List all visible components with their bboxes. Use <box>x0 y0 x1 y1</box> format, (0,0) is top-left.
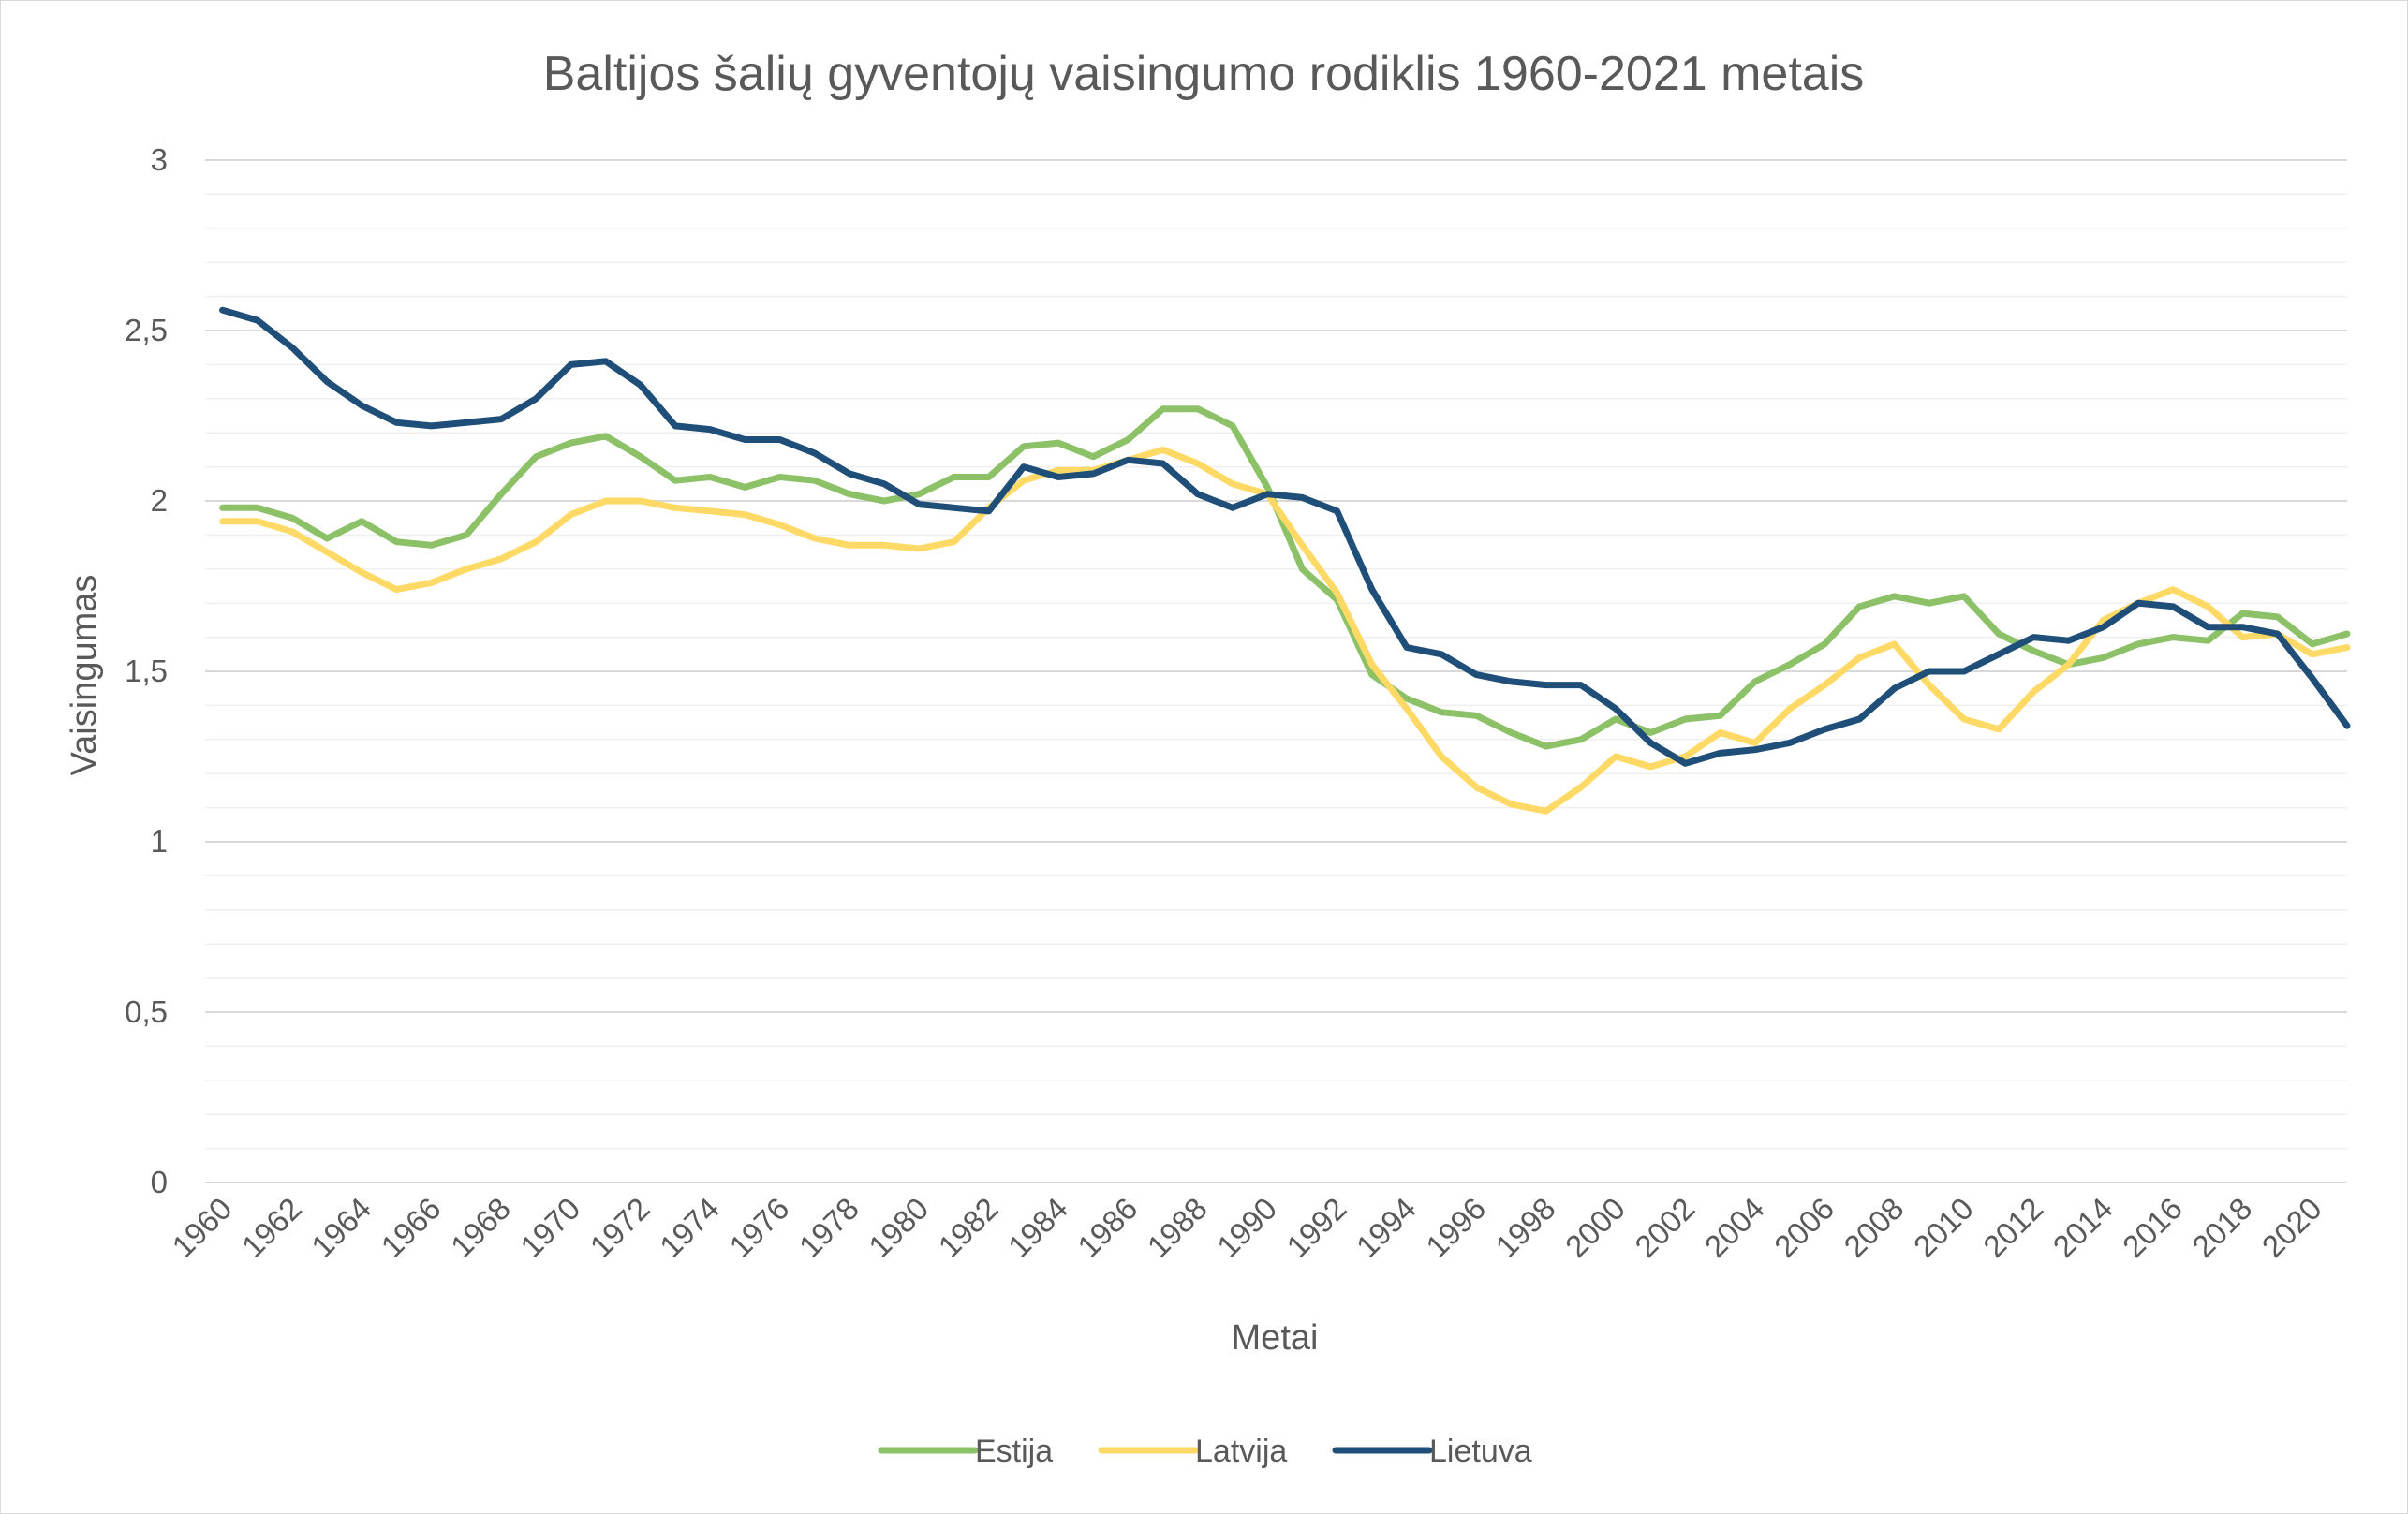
x-tick-label: 1962 <box>235 1191 308 1264</box>
x-tick-label: 1994 <box>1350 1191 1423 1264</box>
x-tick-label: 2002 <box>1628 1191 1701 1264</box>
x-tick-label: 2004 <box>1698 1191 1771 1264</box>
x-tick-label: 1964 <box>304 1191 377 1264</box>
y-tick-label: 0 <box>151 1165 168 1199</box>
x-tick-label: 1988 <box>1141 1191 1214 1264</box>
x-axis-title: Metai <box>1232 1318 1319 1358</box>
x-tick-label: 1968 <box>444 1191 517 1264</box>
y-tick-label: 1,5 <box>125 654 168 688</box>
x-tick-label: 1996 <box>1419 1191 1492 1264</box>
legend-label-lietuva: Lietuva <box>1429 1433 1532 1469</box>
y-axis-title: Vaisingumas <box>65 575 104 776</box>
x-tick-label: 1992 <box>1279 1191 1352 1264</box>
y-tick-label: 1 <box>151 824 168 859</box>
x-tick-label: 1998 <box>1489 1191 1562 1264</box>
x-tick-label: 2010 <box>1907 1191 1980 1264</box>
chart-title: Baltijos šalių gyventojų vaisingumo rodi… <box>543 47 1865 101</box>
x-tick-label: 2018 <box>2185 1191 2258 1264</box>
y-tick-label: 0,5 <box>125 994 168 1029</box>
x-axis-ticks: 1960196219641966196819701972197419761978… <box>165 1191 2327 1264</box>
x-tick-label: 2016 <box>2116 1191 2189 1264</box>
x-tick-label: 2006 <box>1767 1191 1840 1264</box>
x-tick-label: 1974 <box>653 1191 726 1264</box>
legend-label-estija: Estija <box>975 1433 1053 1469</box>
x-tick-label: 1978 <box>792 1191 865 1264</box>
legend: Estija Latvija Lietuva <box>878 1433 1532 1469</box>
y-tick-label: 3 <box>151 142 168 177</box>
x-tick-label: 1966 <box>375 1191 448 1264</box>
x-tick-label: 2008 <box>1837 1191 1910 1264</box>
series-lines <box>219 306 2351 815</box>
series-line-lietuva <box>219 306 2351 767</box>
legend-label-latvija: Latvija <box>1195 1433 1287 1469</box>
y-axis-ticks: 0 0,5 1 1,5 2 2,5 3 <box>125 142 168 1199</box>
x-tick-label: 1982 <box>932 1191 1005 1264</box>
x-tick-label: 2014 <box>2046 1191 2120 1264</box>
x-tick-label: 1986 <box>1071 1191 1144 1264</box>
x-tick-label: 1984 <box>1001 1191 1074 1264</box>
series-line-latvija <box>219 446 2351 815</box>
x-tick-label: 1970 <box>513 1191 586 1264</box>
x-tick-label: 2000 <box>1559 1191 1632 1264</box>
y-tick-label: 2,5 <box>125 313 168 347</box>
x-tick-label: 2020 <box>2255 1191 2328 1264</box>
x-tick-label: 1972 <box>584 1191 657 1264</box>
x-tick-label: 1990 <box>1210 1191 1283 1264</box>
y-tick-label: 2 <box>151 483 168 518</box>
x-tick-label: 2012 <box>1976 1191 2049 1264</box>
x-tick-label: 1976 <box>722 1191 795 1264</box>
x-tick-label: 1980 <box>862 1191 935 1264</box>
gridlines <box>205 159 2347 1150</box>
series-line-estija <box>219 405 2351 750</box>
x-tick-label: 1960 <box>165 1191 238 1264</box>
